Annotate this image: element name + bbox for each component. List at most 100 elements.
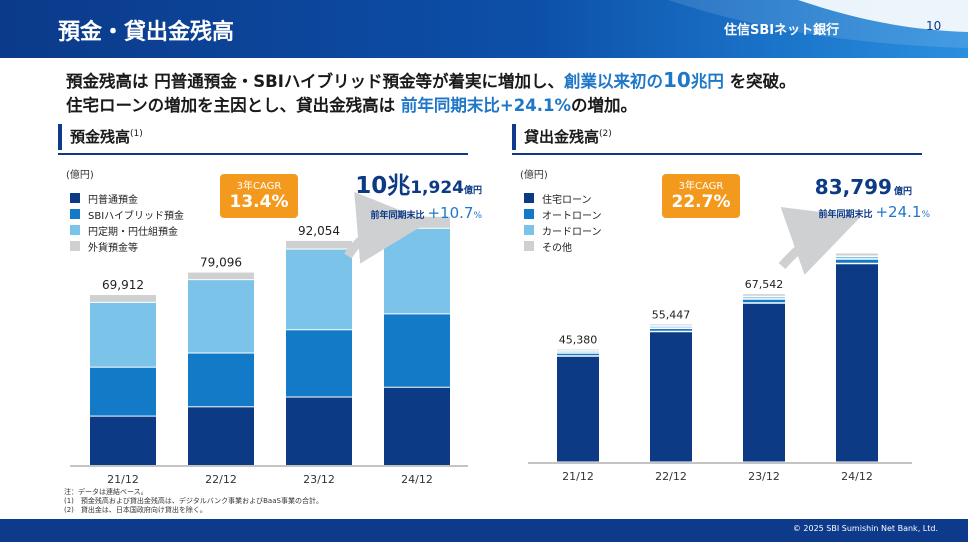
yoy-label: 前年同期末比 [818,208,872,220]
legend-item: 住宅ローン [524,190,602,206]
bar-segment [188,280,254,353]
x-tick-label: 21/12 [562,470,594,483]
section-title-text: 貸出金残高 [524,128,600,146]
bar-total-label: 69,912 [102,278,144,292]
bar-segment [286,240,352,249]
lead-text: の増加。 [571,96,637,115]
total-unit: 億円 [464,184,482,196]
legend-label: 円普通預金 [88,194,138,206]
x-tick-label: 24/12 [401,473,433,486]
footer-bar [0,519,968,542]
lead-line-2: 住宅ローンの増加を主因とし、貸出金残高は 前年同期末比+24.1%の増加。 [66,92,637,116]
lead-highlight: 前年同期末比+24.1% [400,96,571,115]
legend-label: 住宅ローン [542,194,592,206]
x-tick-label: 24/12 [841,470,873,483]
bar-segment [743,299,785,303]
total-major: 83,799 [815,175,892,199]
legend-label: オートローン [542,210,602,222]
bar-total-label: 92,054 [298,224,340,238]
yoy-unit: % [473,211,482,221]
bar-segment [557,349,599,351]
deposit-section-title: 預金残高(1) [70,126,143,147]
bar-total-label: 45,380 [559,334,598,347]
cagr-value: 13.4% [229,192,289,212]
bar-segment [90,295,156,302]
header-wave-decoration [668,0,968,48]
legend-swatch [524,241,534,251]
lead-highlight-number: 10 [663,68,691,92]
loan-legend: 住宅ローンオートローン カードローン その他 [524,190,602,254]
lead-highlight: 創業以来初の [564,72,664,91]
legend-label: 円定期・円仕組預金 [88,226,178,238]
legend-item: オートローン [524,206,602,222]
legend-item: 円普通預金 [70,190,184,206]
legend-item: カードローン [524,222,602,238]
x-tick-label: 21/12 [107,473,139,486]
total-major: 10兆 [355,173,410,199]
bar-segment [557,356,599,462]
legend-swatch [70,193,80,203]
bar-segment [384,314,450,387]
section-accent-bar [58,124,62,150]
footnote: (2) 貸出金は、日本国政府向け貸出を除く。 [64,506,207,514]
bar-segment [90,416,156,465]
footnote-marker: (2) [599,129,612,139]
bar-segment [650,332,692,462]
loan-latest-total: 83,799 億円 [815,175,912,199]
bar-segment [836,259,878,263]
bar-segment [650,329,692,331]
bar-segment [836,253,878,256]
section-title-text: 預金残高 [70,128,131,146]
legend-item: 外貨預金等 [70,238,184,254]
yoy-value: +10.7 [427,204,473,222]
legend-label: 外貨預金等 [88,242,138,254]
footnote: 注：データは連結ベース。 [64,488,148,496]
loan-chart: 45,380 21/12 55,447 22/12 67,542 23/12 24/12 [528,253,912,483]
bar-total-label: 79,096 [200,256,242,270]
loan-yoy: 前年同期末比 +24.1% [818,203,930,221]
bar-segment [286,249,352,330]
x-tick-label: 22/12 [205,473,237,486]
bar-segment [90,367,156,416]
bar-segment [743,303,785,462]
legend-item: SBIハイブリッド預金 [70,206,184,222]
bar-segment [188,272,254,280]
legend-label: カードローン [542,226,602,238]
lead-text: 住宅ローンの増加を主因とし、貸出金残高は [66,96,401,115]
bar-segment [286,397,352,465]
header-bar: 預金・貸出金残高 住信SBIネット銀行 10 [0,0,968,58]
bar-segment [384,387,450,465]
page-title: 預金・貸出金残高 [58,20,235,45]
growth-arrow [344,191,429,264]
cagr-value: 22.7% [671,192,731,212]
bar-segment [650,326,692,328]
x-tick-label: 23/12 [303,473,335,486]
loan-cagr-badge: 3年CAGR 22.7% [662,174,740,218]
lead-line-1: 預金残高は 円普通預金・SBIハイブリッド預金等が着実に増加し、創業以来初の10… [66,68,796,92]
bar-total-label: 55,447 [652,308,691,321]
section-accent-bar [512,124,516,150]
total-unit: 億円 [894,185,912,197]
bar-segment [743,297,785,299]
deposit-legend: 円普通預金 SBIハイブリッド預金円定期・円仕組預金 外貨預金等 [70,190,184,254]
yoy-value: +24.1 [875,203,921,221]
yoy-label: 前年同期末比 [370,209,424,221]
yoy-unit: % [921,210,930,220]
legend-swatch [524,209,534,219]
bar-segment [557,351,599,353]
deposit-cagr-badge: 3年CAGR 13.4% [220,174,298,218]
section-underline [58,153,468,155]
bar-segment [188,353,254,407]
legend-swatch [70,241,80,251]
deposit-latest-total: 10兆1,924億円 [355,173,482,199]
legend-item: 円定期・円仕組預金 [70,222,184,238]
footnote-marker: (1) [130,129,143,139]
x-tick-label: 23/12 [748,470,780,483]
lead-highlight-unit: 兆円 [690,72,724,91]
bar-segment [650,324,692,326]
copyright: © 2025 SBI Sumishin Net Bank, Ltd. [792,524,938,533]
bar-segment [286,330,352,397]
legend-item: その他 [524,238,602,254]
lead-text: を突破。 [723,72,796,91]
